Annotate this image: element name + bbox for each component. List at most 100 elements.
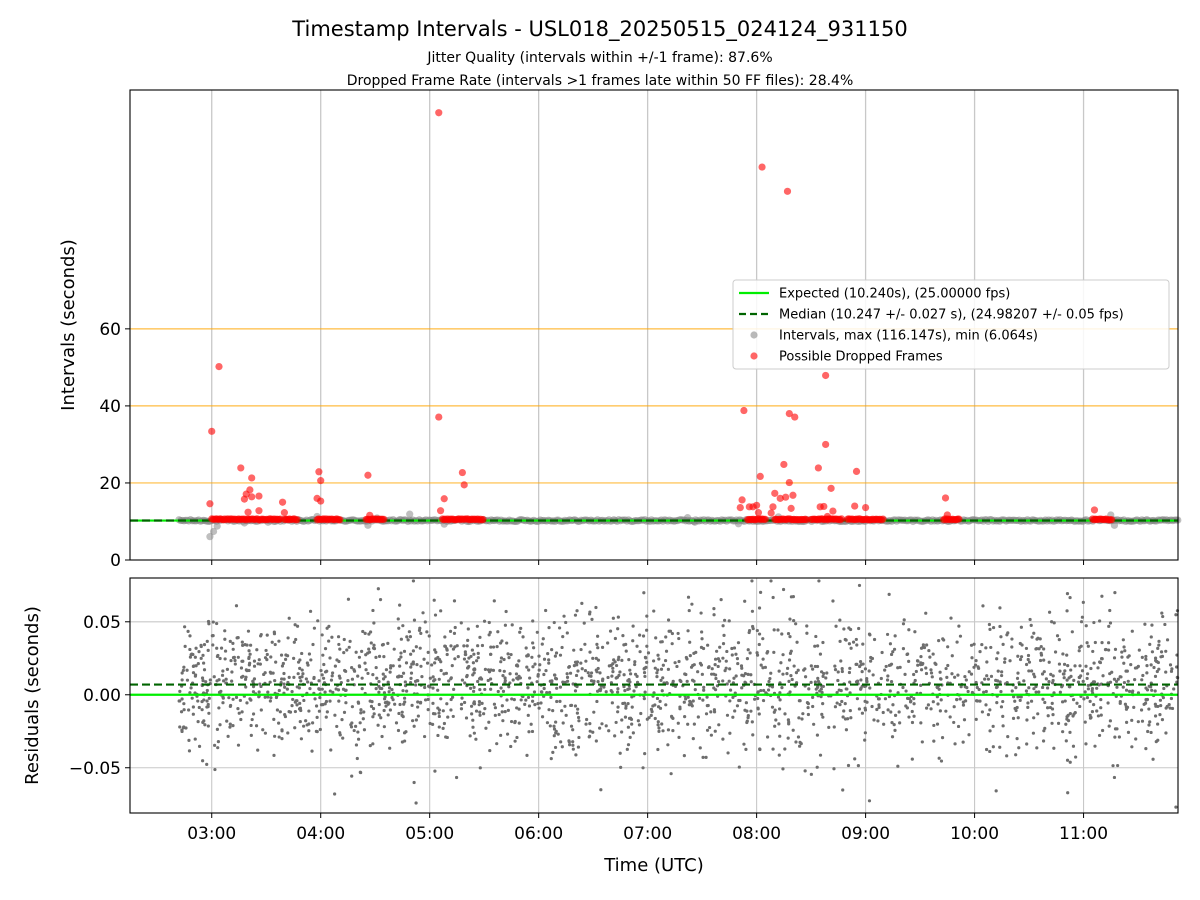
residual-point (446, 715, 450, 719)
residual-point (989, 674, 994, 678)
residual-point (428, 676, 432, 680)
residual-point (1104, 647, 1108, 652)
residual-point (1159, 655, 1163, 659)
residual-point (577, 719, 581, 723)
residual-point (583, 668, 588, 673)
residual-point (263, 695, 267, 699)
dropped-frame-point (479, 515, 487, 524)
residual-point (240, 710, 244, 714)
residual-point (1125, 705, 1130, 709)
residual-point (618, 751, 622, 755)
intervals-y-tick-label: 40 (99, 397, 121, 417)
residual-point (898, 721, 902, 725)
residual-point (526, 713, 530, 717)
residual-point (1027, 686, 1031, 690)
dropped-frame-point (366, 511, 374, 519)
residual-point (431, 722, 435, 727)
residual-point (809, 772, 813, 776)
residual-point (445, 702, 449, 706)
residual-point (1096, 666, 1100, 670)
residual-point (191, 712, 195, 716)
residual-point (552, 620, 556, 625)
dropped-frame-point (317, 477, 325, 485)
residual-point (616, 627, 620, 631)
interval-point (213, 522, 221, 530)
residual-point (571, 747, 575, 751)
residual-point (212, 675, 216, 679)
residual-point (599, 788, 603, 792)
residual-point (714, 676, 718, 681)
residual-point (256, 748, 260, 752)
residual-point (411, 579, 416, 583)
residual-point (337, 659, 341, 664)
residual-point (401, 689, 405, 693)
residual-point (533, 662, 537, 666)
residual-point (1065, 715, 1069, 719)
residual-point (410, 703, 414, 707)
residual-point (255, 648, 259, 652)
residual-point (1144, 657, 1148, 661)
residual-point (1044, 677, 1048, 681)
residual-point (623, 688, 627, 693)
residual-point (531, 641, 535, 645)
residual-point (301, 672, 305, 676)
residual-point (1100, 641, 1104, 645)
residual-point (1147, 723, 1151, 727)
residual-point (317, 709, 321, 713)
residual-point (1060, 700, 1065, 704)
residual-point (244, 668, 248, 672)
residual-point (580, 601, 584, 605)
residual-point (737, 765, 741, 769)
residual-point (425, 661, 430, 665)
residual-point (547, 626, 551, 630)
residual-point (298, 666, 302, 670)
residual-point (926, 703, 930, 707)
residual-point (1115, 685, 1119, 689)
residual-point (290, 690, 294, 694)
residual-point (237, 711, 241, 715)
residual-point (437, 677, 441, 681)
residual-point (788, 651, 793, 656)
residual-point (401, 624, 405, 628)
residual-point (376, 723, 380, 727)
residual-point (340, 718, 344, 722)
residual-point (378, 598, 383, 602)
residual-point (617, 655, 621, 659)
residual-point (739, 664, 744, 668)
residual-point (1024, 662, 1029, 667)
residual-point (618, 670, 622, 674)
residual-point (476, 656, 480, 660)
residual-point (205, 688, 209, 693)
residual-point (1170, 706, 1175, 711)
residual-point (428, 721, 432, 726)
residual-point (617, 673, 621, 677)
residual-point (307, 709, 311, 713)
residual-point (1129, 663, 1133, 667)
residual-point (732, 676, 736, 680)
residual-point (1141, 673, 1145, 678)
residual-point (182, 708, 186, 712)
residual-point (478, 635, 482, 639)
residual-point (844, 728, 849, 732)
residual-point (634, 685, 638, 689)
residual-point (216, 653, 220, 658)
residual-point (180, 678, 184, 682)
dropped-frame-point (248, 493, 256, 501)
residual-point (645, 614, 649, 618)
residual-point (989, 645, 993, 650)
residual-point (193, 673, 198, 677)
residual-point (322, 662, 326, 667)
dropped-frame-point (879, 515, 887, 523)
residual-point (472, 689, 476, 693)
residual-point (391, 664, 395, 668)
dropped-frame-point (758, 163, 766, 171)
residual-point (931, 652, 935, 656)
residual-point (1041, 697, 1045, 701)
residual-point (643, 674, 647, 679)
residual-point (517, 721, 521, 725)
residual-point (352, 669, 357, 673)
residual-point (416, 714, 420, 718)
residual-point (1080, 615, 1085, 619)
residual-point (248, 661, 252, 665)
residual-point (1078, 704, 1082, 709)
